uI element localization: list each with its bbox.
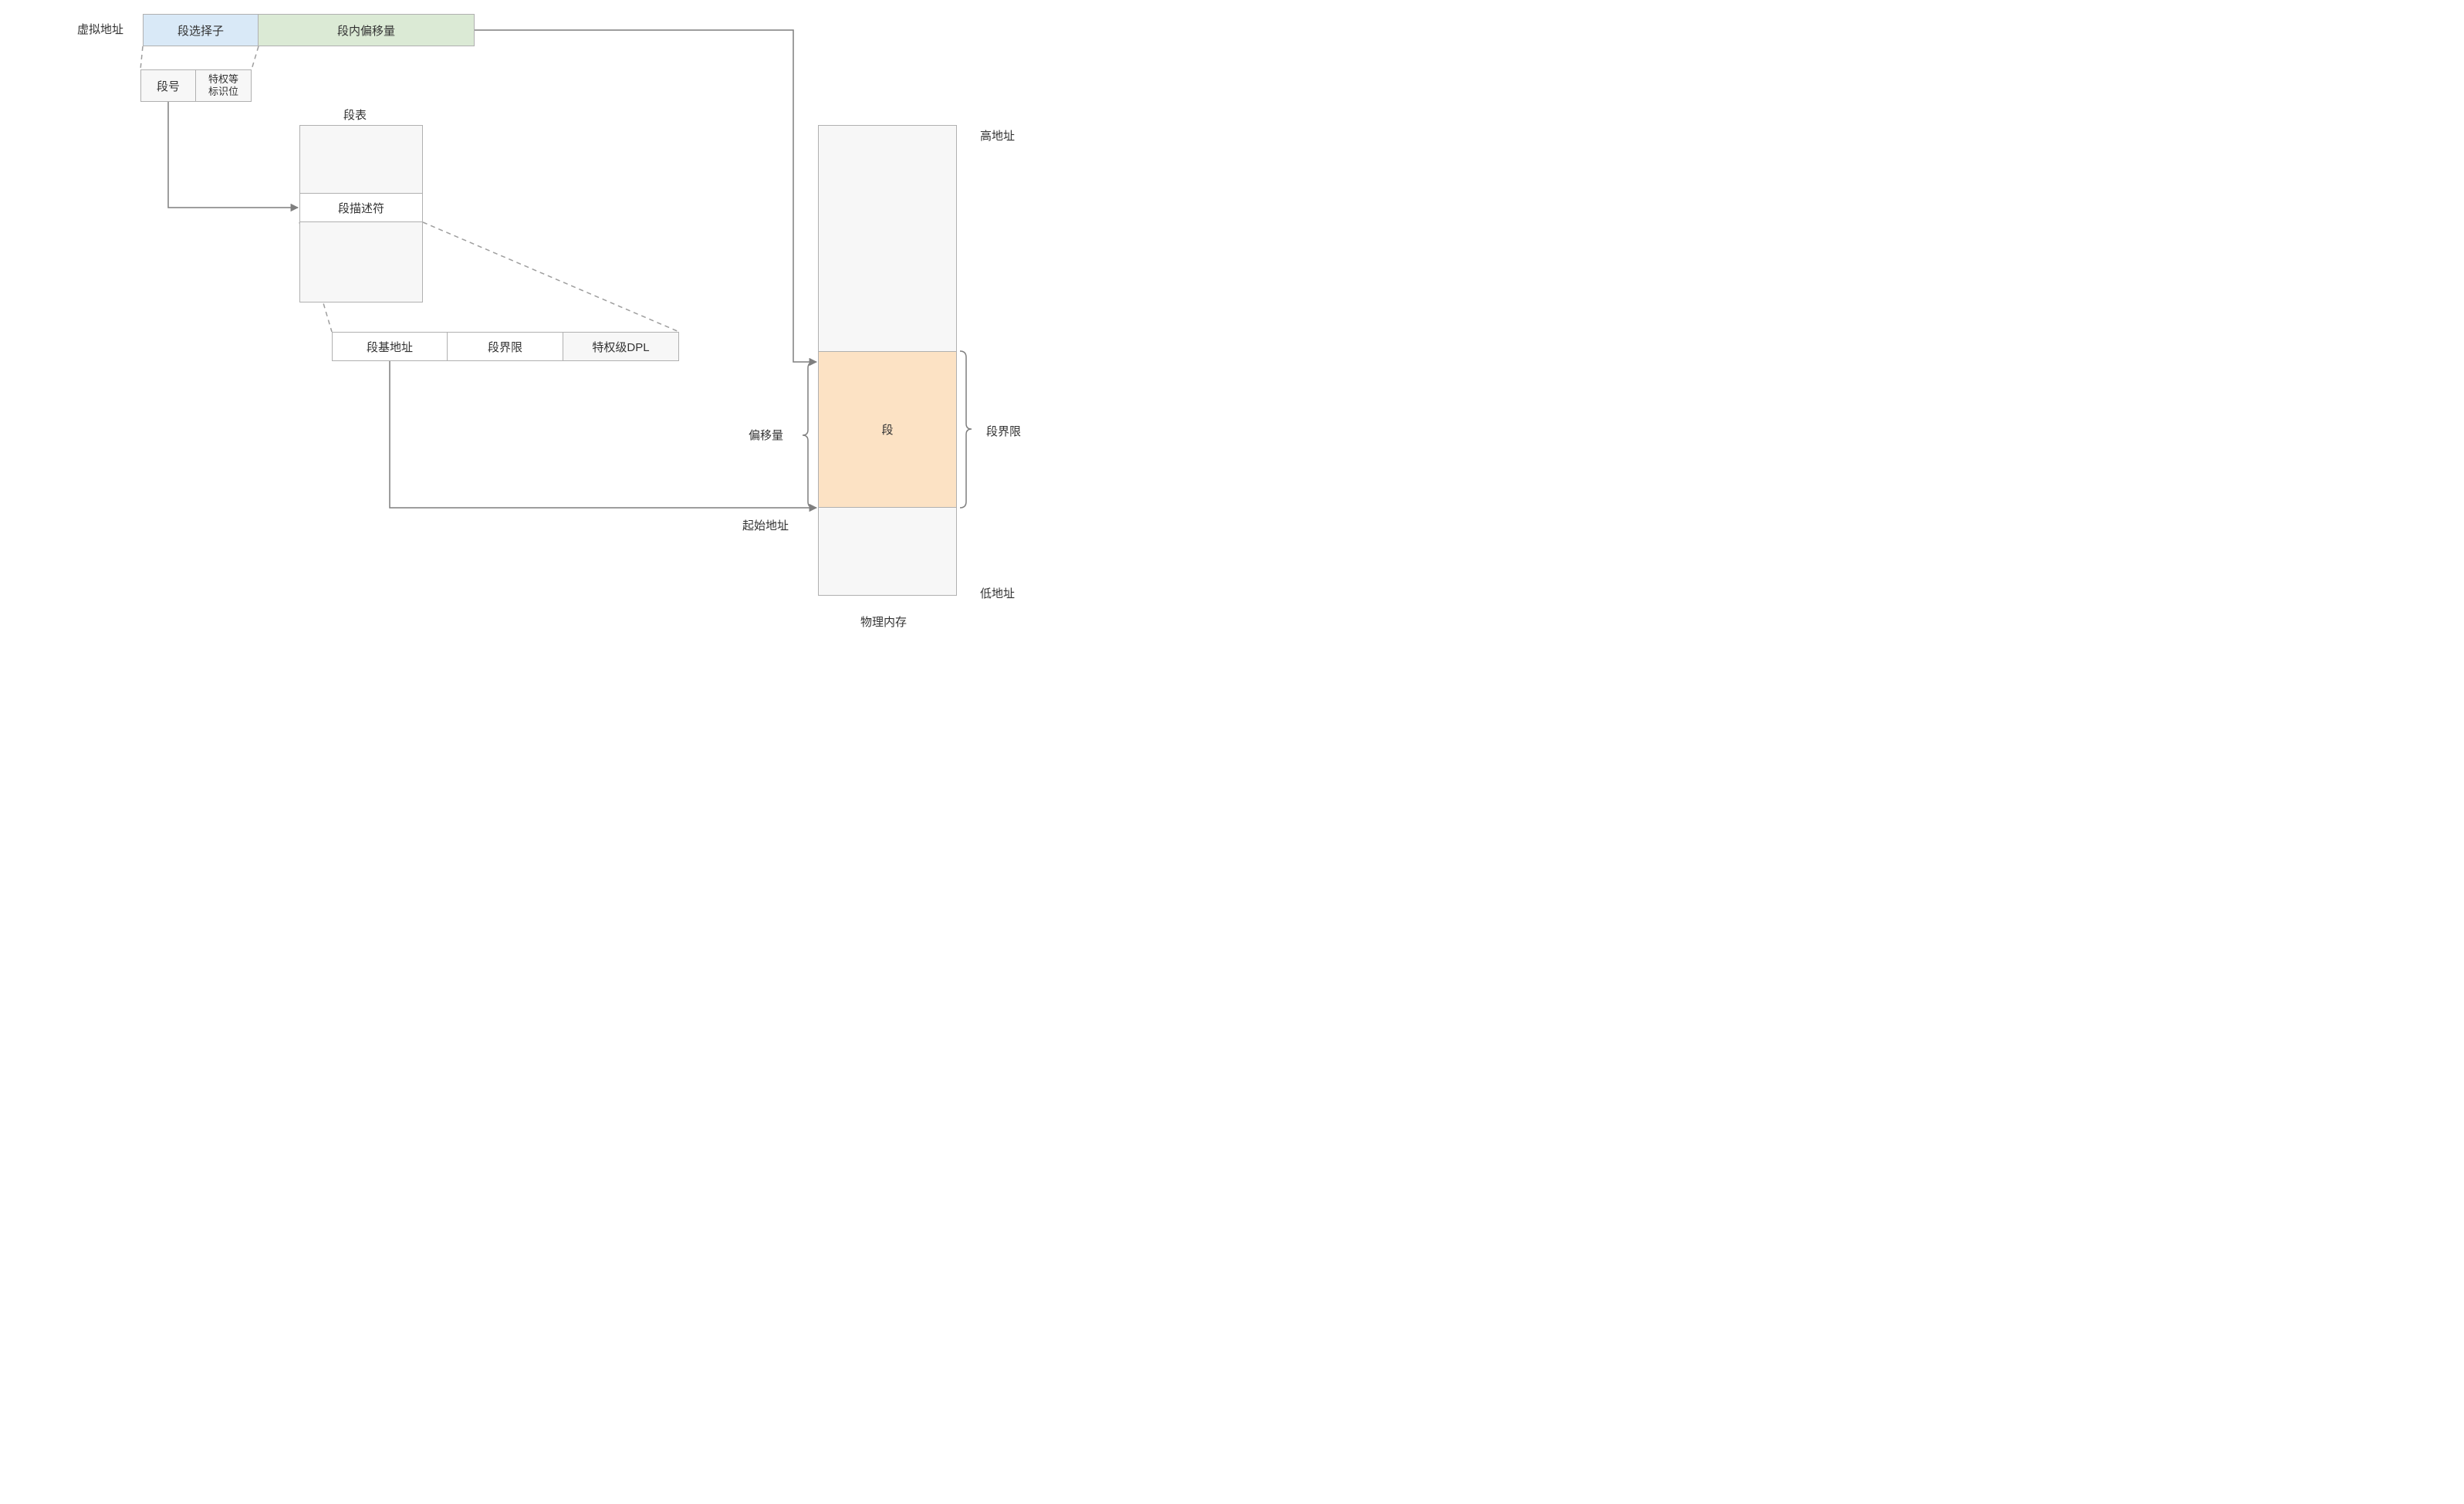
segment-region-box: 段 [818, 351, 957, 508]
start-address-label: 起始地址 [742, 517, 789, 533]
virtual-address-label: 虚拟地址 [77, 21, 123, 37]
segment-selector-box: 段选择子 [143, 14, 259, 46]
low-address-label: 低地址 [980, 585, 1015, 601]
physical-memory-label: 物理内存 [860, 613, 907, 630]
privilege-dpl-text: 特权级DPL [592, 339, 649, 355]
segment-number-box: 段号 [140, 69, 196, 102]
segment-base-box: 段基地址 [332, 332, 448, 361]
privilege-bits-text: 特权等 标识位 [208, 73, 238, 97]
segment-table-label: 段表 [343, 106, 367, 123]
diagram-connectors [0, 0, 1232, 752]
segment-descriptor-box: 段描述符 [299, 193, 423, 222]
segment-offset-box: 段内偏移量 [259, 14, 475, 46]
segment-region-text: 段 [881, 421, 893, 438]
segment-number-text: 段号 [157, 78, 180, 94]
segment-selector-text: 段选择子 [177, 22, 224, 39]
segment-base-text: 段基地址 [367, 339, 413, 355]
segment-limit-side-label: 段界限 [986, 423, 1021, 439]
segment-descriptor-text: 段描述符 [338, 200, 384, 216]
offset-label: 偏移量 [749, 427, 783, 443]
privilege-dpl-box: 特权级DPL [563, 332, 679, 361]
segment-limit-text: 段界限 [488, 339, 522, 355]
high-address-label: 高地址 [980, 127, 1015, 144]
segment-limit-box: 段界限 [448, 332, 563, 361]
diagram-canvas: 虚拟地址 段选择子 段内偏移量 段号 特权等 标识位 段表 段描述符 段基地址 … [0, 0, 1232, 752]
privilege-bits-box: 特权等 标识位 [196, 69, 252, 102]
segment-offset-text: 段内偏移量 [337, 22, 395, 39]
